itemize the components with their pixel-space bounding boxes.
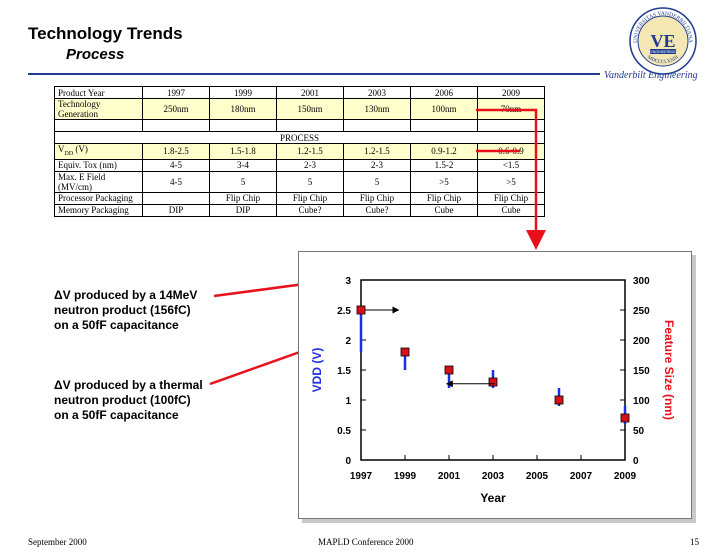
technology-roadmap-table: Product Year 1997 1999 2001 2003 2006 2009 Tech… — [54, 86, 545, 217]
table-row: Product Year 1997 1999 2001 2003 2006 2009 — [54, 86, 545, 99]
y-left-tick-label: 2 — [345, 336, 351, 347]
org-name: Vanderbilt Engineering — [604, 70, 698, 81]
feature-size-marker — [488, 377, 498, 387]
callout-line: neutron product (156fC) — [54, 303, 191, 317]
table-cell: 180nm — [209, 98, 277, 120]
footer-date: September 2000 — [28, 537, 87, 547]
section-header-cell: PROCESS — [54, 131, 545, 144]
y-left-tick-label: 3 — [345, 276, 351, 287]
vdd-feature-size-chart: 0 0.5 1 1.5 2 2.5 3 0 50 100 150 200 250 300 1997 1999 2… — [310, 276, 676, 505]
x-tick-label: 2003 — [482, 471, 505, 482]
y-left-axis-label: VDD (V) — [310, 348, 324, 393]
slide-subtitle: Process — [66, 46, 125, 63]
feature-size-marker — [444, 365, 454, 375]
table-cell: 130nm — [343, 98, 411, 120]
y-right-tick-label: 200 — [633, 336, 650, 347]
table-row: PROCESS — [54, 131, 545, 144]
callout-line: neutron product (100fC) — [54, 393, 191, 407]
table-row: Max. E Field (MV/cm) 4-5 5 5 5 >5 >5 — [54, 170, 545, 193]
y-left-tick-label: 0 — [345, 456, 351, 467]
table-cell: 1.2-1.5 — [276, 143, 344, 160]
feature-size-marker — [356, 305, 366, 315]
chart-frame: 0 0.5 1 1.5 2 2.5 3 0 50 100 150 200 250 300 1997 1999 2… — [298, 251, 692, 519]
connector-tech-gen — [476, 108, 546, 250]
table-cell: 150nm — [276, 98, 344, 120]
y-right-tick-label: 150 — [633, 366, 650, 377]
table-cell: 100nm — [410, 98, 478, 120]
logo-band: ENGINEERING — [650, 50, 675, 54]
callout-line: ΔV produced by a thermal — [54, 378, 203, 392]
x-axis-label: Year — [480, 491, 506, 505]
y-left-tick-label: 1 — [345, 396, 351, 407]
footer-conference: MAPLD Conference 2000 — [318, 537, 414, 547]
y-left-tick-label: 1.5 — [337, 366, 351, 377]
y-right-axis-label: Feature Size (nm) — [662, 320, 676, 420]
table-cell: DIP — [209, 203, 277, 217]
logo-monogram: VE — [650, 31, 675, 51]
callout-14mev: ΔV produced by a 14MeV neutron product (… — [54, 288, 197, 333]
y-right-tick-label: 300 — [633, 276, 650, 287]
table-cell: Cube — [477, 203, 545, 217]
x-tick-label: 2001 — [438, 471, 461, 482]
callout-thermal: ΔV produced by a thermal neutron product… — [54, 378, 203, 423]
row-label-subscript: DD — [64, 150, 74, 157]
feature-size-marker — [620, 413, 630, 423]
callout-line: on a 50fF capacitance — [54, 408, 179, 422]
y-left-tick-label: 2.5 — [337, 306, 351, 317]
y-right-tick-label: 50 — [633, 426, 645, 437]
table-cell: 1.8-2.5 — [142, 143, 210, 160]
y-left-tick-label: 0.5 — [337, 426, 351, 437]
slide-title: Technology Trends — [28, 24, 183, 43]
table-row: Memory Packaging DIP DIP Cube? Cube? Cube Cube — [54, 203, 545, 217]
callout-line: on a 50fF capacitance — [54, 318, 179, 332]
x-tick-label: 2009 — [614, 471, 637, 482]
callout-line: ΔV produced by a 14MeV — [54, 288, 198, 302]
y-right-tick-label: 100 — [633, 396, 650, 407]
x-tick-label: 2007 — [570, 471, 593, 482]
feature-size-marker — [554, 395, 564, 405]
row-label-cell: VDD (V) — [54, 143, 143, 160]
row-label-cell: Technology Generation — [54, 98, 143, 120]
x-tick-label: 2005 — [526, 471, 549, 482]
row-label-suffix: (V) — [73, 144, 88, 154]
x-tick-label: 1999 — [394, 471, 417, 482]
y-right-tick-label: 250 — [633, 306, 650, 317]
page-number: 15 — [690, 537, 699, 547]
university-seal-logo: UNIVERSITAS VANDERBILTIANA MDCCCLXXIII V… — [629, 7, 697, 75]
feature-size-marker — [400, 347, 410, 357]
x-tick-label: 1997 — [350, 471, 373, 482]
table-cell: 1.2-1.5 — [343, 143, 411, 160]
header-rule — [28, 73, 600, 75]
row-label-text: V — [58, 144, 65, 154]
y-right-tick-label: 0 — [633, 456, 639, 467]
